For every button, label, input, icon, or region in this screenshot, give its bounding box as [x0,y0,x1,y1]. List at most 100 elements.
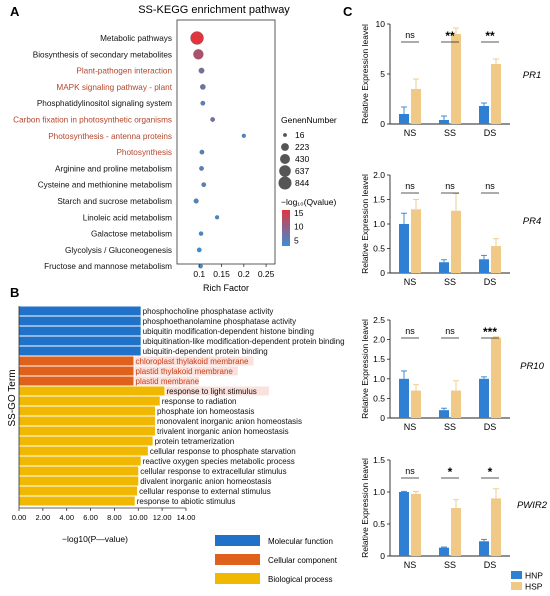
expr-gene-label: PR4 [523,216,541,227]
color-legend-ticks: 15 10 5 [294,208,304,246]
go-bar [19,456,141,466]
kegg-point [190,31,204,45]
kegg-term-label: Biosynthesis of secondary metabolites [33,50,172,59]
kegg-point [200,84,206,90]
expr-y-tick-label: 0 [380,551,385,561]
expr-bar [479,541,489,556]
go-term-label: reactive oxygen species metabolic proces… [143,457,295,466]
go-term-label: phosphoethanolamine phosphatase activity [143,317,296,326]
expr-y-tick-label: 0 [380,268,385,278]
expr-y-tick-label: 5 [380,69,385,79]
expr-bar [411,493,421,556]
expr-y-tick-label: 0.5 [373,393,385,403]
kegg-term-labels: Metabolic pathways Biosynthesis of second… [13,34,173,271]
go-bar [19,316,141,326]
size-legend-label: 430 [295,154,309,164]
expr-bar [451,210,461,273]
kegg-point [199,166,204,171]
go-term-label: ubiquitin modification-dependent histone… [143,327,314,336]
go-x-tick-label: 2.00 [36,513,51,522]
expr-y-tick-label: 1.0 [373,374,385,384]
go-bar [19,446,148,456]
expr-bar [451,390,461,418]
kegg-point [196,247,202,253]
expr-legend-label: HSP [525,582,543,592]
kegg-term-label: Phosphatidylinositol signaling system [37,99,172,108]
expr-bar [411,89,421,124]
kegg-term-label: Galactose metabolism [91,230,172,239]
size-legend-dot [280,154,290,164]
panel-a: A SS-KEGG enrichment pathway Metabolic p… [10,4,337,293]
expr-y-label: Relative Expression leavel [360,174,370,274]
expr-bar [399,492,409,556]
expr-sig-label: ** [445,29,455,43]
expr-bar [399,114,409,124]
kegg-point [215,215,220,220]
color-legend-tick: 5 [294,235,299,245]
expr-category-label: NS [404,277,417,287]
expr-bar [439,262,449,273]
kegg-point [210,117,215,122]
go-legend-label: Molecular function [268,537,333,546]
expr-y-label: Relative Expression leavel [360,319,370,419]
kegg-point [199,149,205,155]
go-x-tick-label: 10.00 [129,513,148,522]
expr-y-tick-label: 0 [380,119,385,129]
go-x-tick-label: 0.00 [12,513,27,522]
expr-bar [411,209,421,273]
size-legend-label: 16 [295,130,305,140]
go-x-tick-label: 14.00 [177,513,196,522]
color-legend-bar [282,210,290,246]
go-legend-swatch [215,573,260,584]
kegg-term-label: Photosynthesis [116,148,172,157]
go-bar [19,476,139,486]
kegg-term-label: Linoleic acid metabolism [83,213,172,222]
kegg-point [193,198,199,204]
expr-category-label: NS [404,128,417,138]
panel-label-c: C [343,4,353,19]
size-legend-dot [278,176,292,190]
expr-sig-label: *** [483,325,497,339]
size-legend-dot [283,133,287,137]
go-term-label: phosphate ion homeostasis [157,407,254,416]
expr-bar [439,120,449,124]
kegg-term-label: Photosynthesis - antenna proteins [48,132,172,141]
go-bar [19,486,138,496]
expr-bar [399,224,409,273]
kegg-term-label: Starch and sucrose metabolism [57,197,172,206]
expr-sig-label: * [448,465,453,479]
expr-y-tick-label: 1.5 [373,354,385,364]
expr-y-tick-label: 1.0 [373,487,385,497]
kegg-point [201,182,207,188]
go-bar [19,336,141,346]
expr-category-label: DS [484,128,497,138]
expr-sig-label: ns [405,181,415,191]
size-legend-dot [279,165,291,177]
kegg-term-label: MAPK signaling pathway - plant [56,83,172,92]
expr-category-label: DS [484,277,497,287]
expr-sig-label: ns [405,30,415,40]
expr-category-label: SS [444,128,456,138]
kegg-term-label: Plant-pathogen interaction [76,67,172,76]
panel-label-b: B [10,285,19,300]
expr-sig-label: ns [485,181,495,191]
expr-bar [491,498,501,556]
go-legend-label: Cellular component [268,556,338,565]
go-bar [19,376,134,386]
kegg-point [241,133,246,138]
go-term-label: response to abiotic stimulus [137,497,236,506]
kegg-plot-frame [176,19,276,265]
expr-y-tick-label: 2.5 [373,315,385,325]
size-legend: 16 223 430 637 844 [278,130,309,190]
expr-gene-label: PR1 [523,70,541,81]
go-y-label: SS-GO Term [7,369,18,426]
go-bar [19,416,155,426]
expr-y-tick-label: 0.5 [373,519,385,529]
go-term-label: trivalent inorganic anion homeostasis [157,427,289,436]
kegg-x-axis: 0.1 0.15 0.2 0.25 [193,264,275,279]
expr-bar [439,547,449,556]
go-legend-label: Biological process [268,575,332,584]
expression-chart-pr1: 0 5 10 Relative Expression leavel PR1 NS ns SS *… [360,19,541,138]
